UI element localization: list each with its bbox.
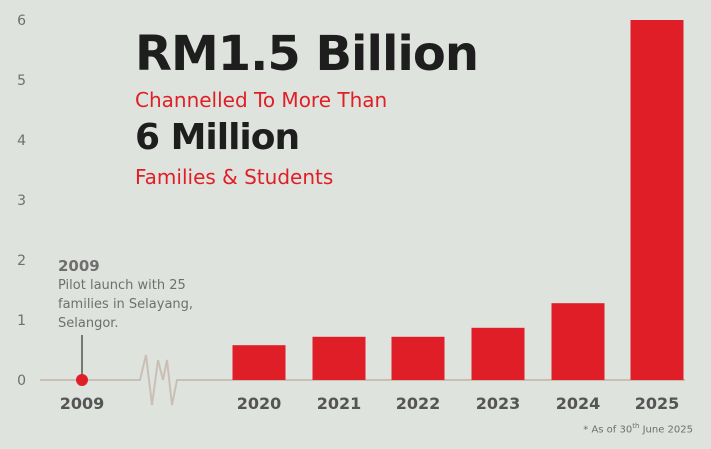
y-tick-label: 0 (17, 373, 26, 389)
bar-2024 (551, 303, 605, 380)
footnote-sup: th (632, 422, 640, 430)
y-tick-label: 3 (17, 193, 26, 209)
bar-2021 (312, 336, 366, 380)
bar-2023 (471, 327, 525, 380)
footnote-prefix: * As of 30 (583, 424, 633, 436)
annotation-year: 2009 (58, 257, 100, 275)
y-tick-label: 1 (17, 313, 26, 329)
headline-subtitle-2: Families & Students (135, 165, 334, 189)
annotation-text: Pilot launch with 25 families in Selayan… (58, 278, 194, 331)
bar-2022 (391, 336, 445, 380)
y-tick-label: 5 (17, 73, 26, 89)
bar-2025 (630, 20, 684, 380)
bar-2020 (232, 345, 286, 380)
x-axis-labels: 2009 2020 2021 2022 2023 2024 2025 (60, 394, 680, 413)
headline-subtitle-1: Channelled To More Than (135, 88, 388, 112)
x-tick-label: 2020 (237, 394, 282, 413)
x-tick-label: 2009 (60, 394, 105, 413)
x-tick-label: 2021 (317, 394, 362, 413)
x-tick-label: 2025 (635, 394, 680, 413)
x-tick-label: 2024 (556, 394, 601, 413)
headline-count: 6 Million (135, 117, 300, 158)
pilot-marker (76, 335, 88, 386)
footnote-suffix: June 2025 (639, 424, 693, 436)
x-axis-line (40, 354, 685, 406)
bars-group (232, 20, 684, 380)
footnote: * As of 30th June 2025 (583, 422, 693, 435)
y-tick-label: 4 (17, 133, 26, 149)
x-axis (40, 354, 685, 406)
pilot-marker-dot (76, 374, 88, 386)
headline-amount: RM1.5 Billion (135, 26, 479, 82)
x-tick-label: 2022 (396, 394, 441, 413)
y-tick-label: 2 (17, 253, 26, 269)
y-axis-ticks: 0 1 2 3 4 5 6 (17, 13, 26, 389)
x-tick-label: 2023 (476, 394, 521, 413)
y-tick-label: 6 (17, 13, 26, 29)
